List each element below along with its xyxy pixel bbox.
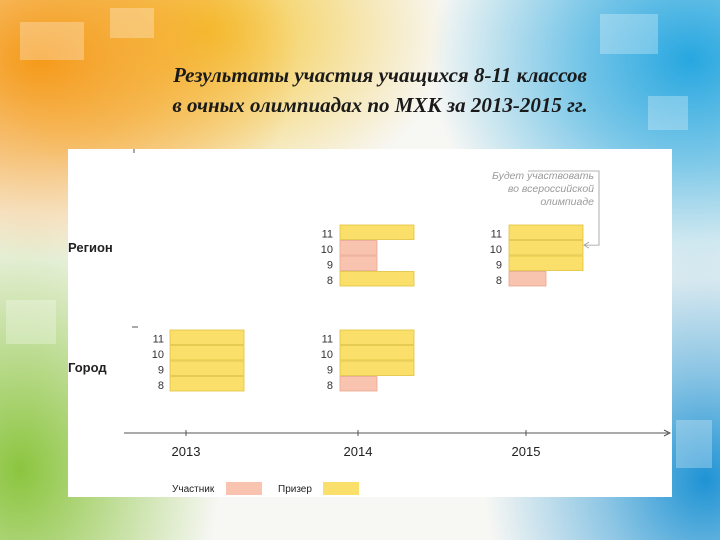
result-bar [339, 255, 378, 271]
grade-label: 11 [322, 229, 333, 241]
result-bar [169, 345, 245, 361]
legend-swatch [226, 482, 262, 495]
grade-label: 8 [496, 275, 502, 287]
grade-label: 8 [327, 380, 333, 392]
result-bar [508, 255, 584, 271]
grade-label: 11 [322, 334, 333, 346]
slide-title-line: в очных олимпиадах по МХК за 2013-2015 г… [172, 93, 588, 117]
result-bar [169, 360, 245, 376]
grade-label: 10 [321, 349, 333, 361]
chart-panel: Регион Город 11 10 9 8 11 10 9 8 11 10 9 8 11 10 9 8 2013 2… [68, 149, 672, 497]
result-bar [339, 240, 378, 256]
annotation-arrow [583, 241, 590, 249]
annotation-text: олимпиаде [540, 196, 594, 208]
level-label: Город [68, 360, 107, 375]
legend-label: Призер [278, 484, 312, 495]
decor-tile [600, 14, 658, 54]
result-bar [339, 345, 415, 361]
year-label: 2015 [512, 444, 541, 459]
result-bar [508, 224, 584, 240]
result-bar [508, 271, 547, 287]
grade-label: 8 [327, 275, 333, 287]
result-bar [169, 329, 245, 345]
annotation-text: во всероссийской [508, 183, 594, 195]
grade-label: 8 [158, 380, 164, 392]
result-bar [169, 376, 245, 392]
slide-title-line: Результаты участия учащихся 8-11 классов [173, 63, 587, 87]
legend-swatch [323, 482, 359, 495]
result-bar [508, 240, 584, 256]
slide-title: Результаты участия учащихся 8-11 классов… [60, 60, 700, 120]
result-bar [339, 376, 378, 392]
grade-label: 9 [327, 365, 333, 377]
grade-label: 9 [327, 260, 333, 272]
result-bar [339, 224, 415, 240]
grade-label: 9 [496, 260, 502, 272]
results-chart: Регион Город 11 10 9 8 11 10 9 8 11 10 9 8 11 10 9 8 2013 2… [68, 149, 672, 495]
grade-label: 10 [321, 244, 333, 256]
decor-tile [648, 96, 688, 130]
year-label: 2013 [172, 444, 201, 459]
decor-tile [676, 420, 712, 468]
annotation-text: Будет участвовать [492, 170, 594, 182]
grade-label: 10 [152, 349, 164, 361]
legend-label: Участник [172, 484, 215, 495]
grade-label: 10 [490, 244, 502, 256]
grade-label: 11 [491, 229, 502, 241]
decor-tile [6, 300, 56, 344]
decor-tile [110, 8, 154, 38]
result-bar [339, 360, 415, 376]
annotation-connector [528, 170, 600, 246]
decor-tile [20, 22, 84, 60]
x-axis-arrow [663, 429, 672, 437]
year-label: 2014 [344, 444, 373, 459]
result-bar [339, 329, 415, 345]
grade-label: 9 [158, 365, 164, 377]
level-label: Регион [68, 240, 113, 255]
result-bar [339, 271, 415, 287]
grade-label: 11 [153, 334, 164, 346]
